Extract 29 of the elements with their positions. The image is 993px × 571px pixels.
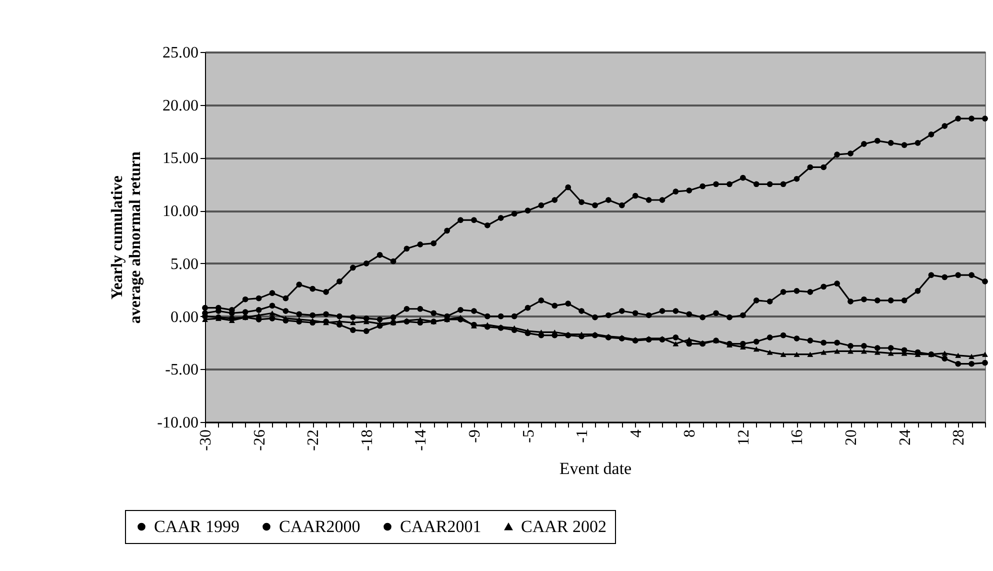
x-tick-label: 24: [896, 430, 914, 446]
y-tick-label: 15.00: [162, 150, 198, 168]
legend-label: CAAR 1999: [154, 516, 240, 536]
x-tick-label: -14: [412, 430, 430, 451]
x-tick-label: -22: [305, 430, 322, 451]
y-tick-label: 0.00: [170, 308, 198, 326]
x-tick-label: 12: [735, 430, 752, 446]
y-tick-label: 5.00: [170, 256, 198, 273]
y-tick-label: 25.00: [162, 44, 198, 62]
x-tick-label: -18: [358, 430, 376, 451]
legend-label: CAAR2001: [400, 516, 482, 536]
y-tick-label: -5.00: [165, 362, 198, 379]
x-tick-label: -30: [198, 430, 214, 451]
x-tick-label: 4: [628, 430, 645, 438]
x-axis-title: Event date: [559, 458, 632, 478]
legend-label: CAAR 2002: [521, 516, 606, 536]
x-tick-label: 8: [682, 430, 699, 438]
x-tick-label: -9: [466, 430, 484, 443]
x-tick-label: -5: [520, 430, 538, 443]
legend-label: CAAR2000: [279, 516, 360, 536]
y-axis-title: Yearly cumulative average abnormal return: [109, 151, 144, 324]
y-tick-label: 10.00: [162, 203, 198, 220]
y-tick-label: -10.00: [157, 414, 198, 432]
x-tick-label: 28: [950, 430, 968, 446]
x-tick-label: -1: [574, 430, 592, 443]
y-tick-label: 20.00: [162, 97, 198, 114]
x-tick-label: 20: [843, 430, 860, 446]
x-tick-label: 16: [789, 430, 806, 446]
x-tick-label: -26: [251, 430, 268, 451]
